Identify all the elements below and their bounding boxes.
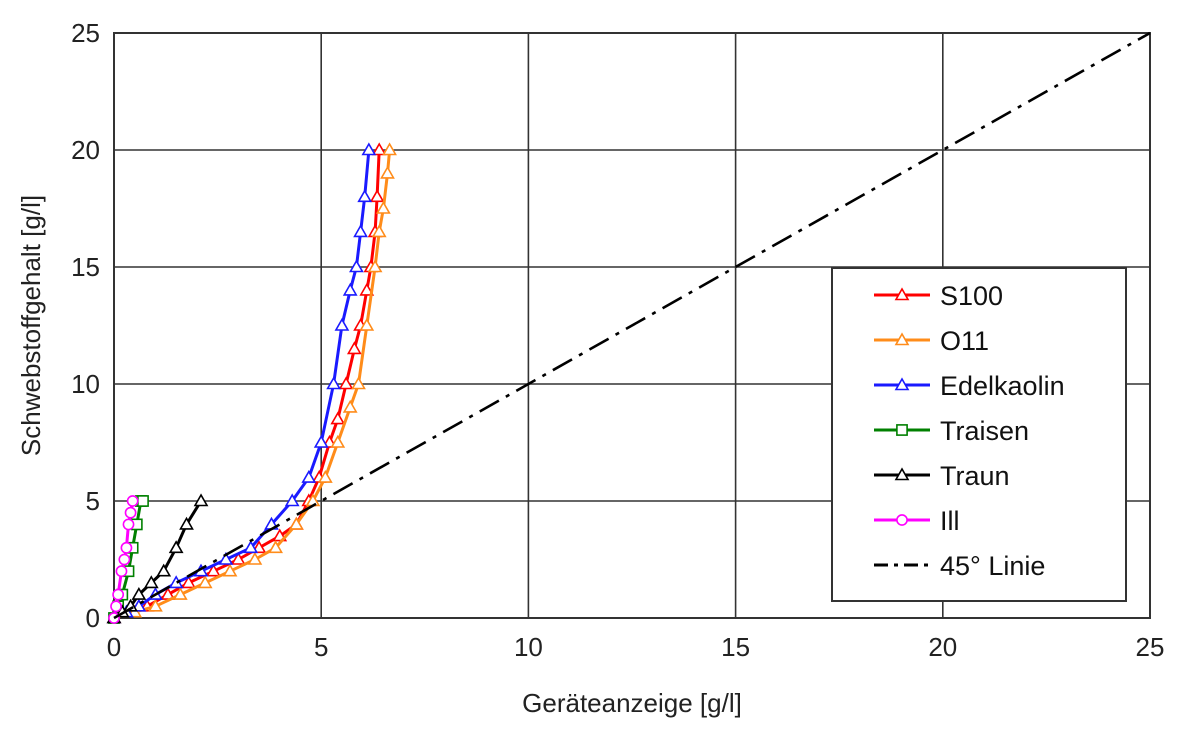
y-tick-label: 10	[71, 369, 100, 399]
data-point	[346, 341, 362, 355]
x-tick-label: 20	[928, 632, 957, 662]
legend-label: Edelkaolin	[940, 371, 1065, 401]
data-point	[330, 434, 346, 448]
legend: S100 O11 Edelkaolin Traisen Traun Ill 45° Lini…	[831, 267, 1127, 602]
data-point	[137, 495, 149, 507]
legend-label: Ill	[940, 506, 960, 536]
x-axis-title: Geräteanzeige [g/l]	[522, 688, 742, 718]
data-point	[168, 540, 184, 554]
data-point	[110, 600, 122, 613]
data-point	[317, 469, 333, 483]
legend-label: Traisen	[940, 416, 1029, 446]
data-point	[222, 563, 238, 577]
data-point	[218, 551, 234, 565]
legend-marker	[894, 287, 910, 301]
x-tick-label: 5	[314, 632, 328, 662]
legend-label: 45° Linie	[940, 551, 1045, 581]
data-point	[247, 551, 263, 565]
y-tick-label: 20	[71, 135, 100, 165]
data-point	[338, 376, 354, 390]
data-point	[326, 376, 342, 390]
data-point	[380, 165, 395, 179]
data-point	[313, 434, 329, 448]
data-point	[193, 493, 209, 507]
data-point	[330, 411, 346, 425]
data-point	[369, 189, 385, 203]
data-point	[371, 224, 387, 238]
data-point	[172, 586, 188, 600]
data-point	[359, 317, 375, 331]
data-point	[143, 575, 159, 589]
series-line-45-linie	[113, 31, 1151, 620]
legend-item-ill: Ill	[874, 506, 960, 536]
legend-item-o11: O11	[874, 326, 989, 356]
data-point	[359, 282, 375, 296]
x-axis: 0 5 10 15 20 25	[107, 632, 1165, 662]
y-tick-label: 15	[71, 252, 100, 282]
data-point	[357, 189, 373, 203]
data-point	[301, 469, 317, 483]
data-point	[375, 200, 391, 214]
y-axis-title: Schwebstoffgehalt [g/l]	[16, 195, 46, 456]
legend-label: Traun	[940, 461, 1010, 491]
data-point	[367, 259, 383, 273]
data-point	[288, 516, 304, 530]
series-45-linie	[113, 31, 1151, 620]
data-point	[243, 540, 259, 554]
data-point	[115, 565, 128, 578]
legend-marker	[896, 424, 908, 436]
data-point	[122, 518, 135, 531]
data-point	[118, 553, 131, 566]
data-point	[120, 541, 133, 554]
data-point	[353, 224, 368, 238]
data-point	[351, 376, 366, 390]
data-point	[131, 586, 147, 600]
data-point	[230, 551, 246, 565]
data-point	[361, 142, 377, 156]
data-point	[284, 493, 300, 507]
y-tick-label: 25	[71, 18, 100, 48]
series-group	[106, 31, 1151, 624]
data-point	[349, 259, 364, 273]
x-tick-label: 10	[514, 632, 543, 662]
data-point	[124, 506, 137, 519]
data-point	[112, 588, 125, 601]
legend-item-s100: S100	[874, 281, 1003, 311]
legend-item-45-linie: 45° Linie	[874, 551, 1045, 581]
data-point	[197, 575, 213, 589]
legend-label: S100	[940, 281, 1003, 311]
data-point	[206, 563, 221, 577]
data-point	[382, 142, 397, 156]
series-line-o11	[113, 149, 392, 620]
legend-marker	[894, 467, 910, 481]
data-point	[181, 575, 196, 589]
legend-label: O11	[940, 326, 989, 356]
x-tick-label: 15	[721, 632, 750, 662]
legend-marker	[896, 514, 908, 526]
data-point	[126, 495, 139, 507]
data-point	[371, 142, 387, 156]
data-point	[334, 317, 350, 331]
legend-box	[831, 267, 1127, 602]
legend-marker	[894, 377, 910, 391]
data-point	[342, 399, 358, 413]
legend-item-edelkaolin: Edelkaolin	[874, 371, 1065, 401]
series-ill	[108, 495, 139, 624]
series-line-s100	[113, 149, 381, 620]
y-tick-label: 5	[86, 486, 100, 516]
y-tick-label: 0	[86, 603, 100, 633]
y-axis: 0 5 10 15 20 25	[71, 18, 100, 633]
data-point	[268, 540, 283, 554]
legend-item-traun: Traun	[874, 461, 1010, 491]
x-tick-label: 0	[107, 632, 121, 662]
legend-marker	[894, 332, 910, 346]
data-point	[342, 282, 358, 296]
data-point	[179, 516, 194, 530]
x-tick-label: 25	[1136, 632, 1165, 662]
data-point	[156, 563, 172, 577]
legend-item-traisen: Traisen	[874, 416, 1029, 446]
data-point	[148, 598, 163, 612]
